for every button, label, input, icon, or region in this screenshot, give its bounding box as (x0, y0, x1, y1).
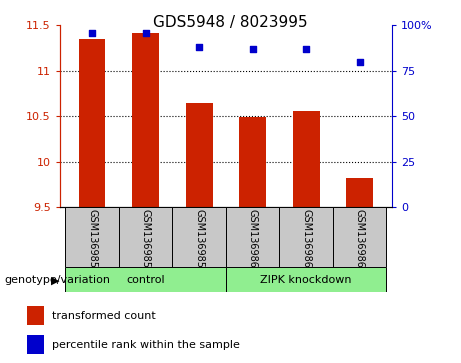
Bar (226, 207, 279, 267)
Text: GDS5948 / 8023995: GDS5948 / 8023995 (153, 15, 308, 29)
Text: ZIPK knockdown: ZIPK knockdown (260, 274, 352, 285)
Text: GSM1369857: GSM1369857 (141, 209, 151, 274)
Point (302, 46, 310, 52)
Text: GSM1369864: GSM1369864 (355, 209, 365, 274)
Bar (333, 207, 386, 267)
Bar (65, 267, 226, 292)
Text: percentile rank within the sample: percentile rank within the sample (53, 339, 240, 350)
Text: GSM1369856: GSM1369856 (87, 209, 97, 274)
Text: ▶: ▶ (51, 275, 59, 285)
Bar (27, 335, 44, 354)
Text: control: control (126, 274, 165, 285)
Text: GSM1369863: GSM1369863 (301, 209, 311, 274)
Point (195, 44, 203, 50)
Text: genotype/variation: genotype/variation (5, 275, 111, 285)
Text: GSM1369858: GSM1369858 (194, 209, 204, 274)
Bar (132, 33, 159, 207)
Bar (226, 267, 386, 292)
Bar (279, 207, 333, 267)
Point (249, 46, 256, 52)
Bar (172, 207, 226, 267)
Bar (27, 306, 44, 325)
Bar (65, 207, 119, 267)
Point (89, 30, 96, 36)
Point (356, 59, 363, 65)
Text: GSM1369862: GSM1369862 (248, 209, 258, 274)
Bar (239, 117, 266, 207)
Bar (119, 207, 172, 267)
Bar (79, 39, 106, 207)
Point (142, 30, 149, 36)
Bar (186, 102, 213, 207)
Bar (346, 178, 373, 207)
Bar (293, 111, 319, 207)
Text: transformed count: transformed count (53, 311, 156, 321)
